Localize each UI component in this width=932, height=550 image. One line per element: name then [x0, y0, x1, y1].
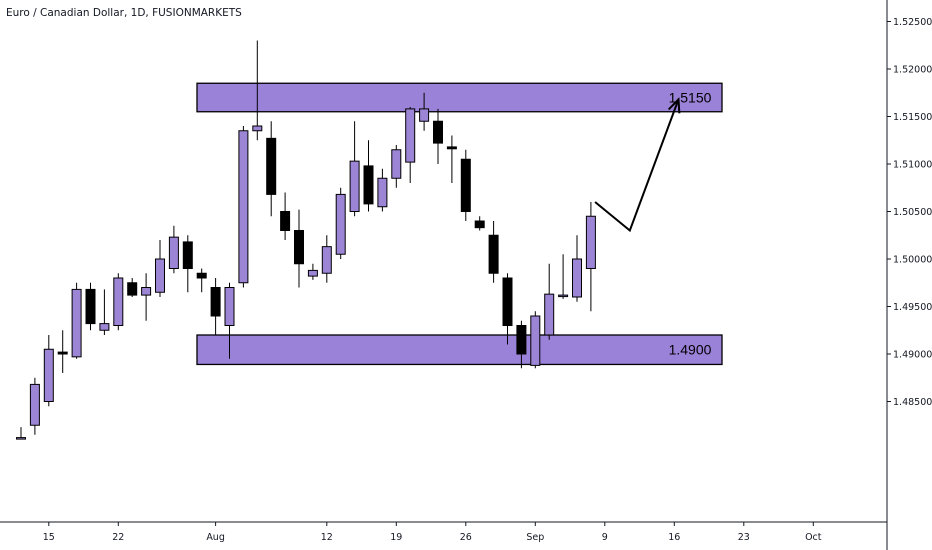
- chart-title: Euro / Canadian Dollar, 1D, FUSIONMARKET…: [6, 7, 242, 19]
- candle-body[interactable]: [558, 294, 569, 298]
- candle-body[interactable]: [71, 288, 82, 358]
- candle-body[interactable]: [29, 383, 40, 426]
- candle-body[interactable]: [155, 258, 165, 293]
- candle-body[interactable]: [307, 269, 318, 277]
- projection-layer: [594, 97, 681, 233]
- candle-body[interactable]: [321, 246, 332, 274]
- candle-body[interactable]: [127, 282, 138, 296]
- candle-body[interactable]: [349, 160, 360, 212]
- candle-body[interactable]: [460, 158, 471, 212]
- projection-arrow-head: [667, 97, 681, 114]
- x-tick-label: 23: [738, 532, 750, 543]
- x-tick-label: 15: [43, 532, 55, 543]
- x-tick-label: 22: [112, 532, 124, 543]
- candle-body[interactable]: [16, 437, 26, 440]
- projection-arrow-line: [594, 99, 680, 233]
- x-tick-label: 9: [602, 532, 608, 543]
- candle-body[interactable]: [405, 108, 416, 163]
- y-tick-label: 1.49000: [893, 350, 932, 361]
- candle-body[interactable]: [419, 108, 430, 122]
- y-tick-label: 1.52000: [893, 65, 932, 76]
- candle-body[interactable]: [294, 230, 304, 265]
- candle-body[interactable]: [474, 220, 485, 229]
- candle-body[interactable]: [363, 165, 374, 205]
- x-tick-label: 19: [390, 532, 402, 543]
- y-tick-label: 1.50000: [893, 255, 932, 266]
- candle-body[interactable]: [182, 241, 193, 269]
- candle-body[interactable]: [43, 348, 54, 402]
- x-tick-label: Aug: [206, 532, 225, 543]
- candle-body[interactable]: [99, 323, 110, 331]
- candle-body[interactable]: [141, 287, 152, 296]
- zone-label-1.4900: 1.4900: [669, 342, 712, 358]
- candle-body[interactable]: [57, 351, 68, 355]
- candle-body[interactable]: [85, 288, 96, 325]
- candle-body[interactable]: [377, 177, 388, 208]
- candle-body[interactable]: [224, 287, 235, 326]
- candle-body[interactable]: [280, 211, 291, 231]
- x-tick-label: Sep: [526, 532, 544, 543]
- candle-body[interactable]: [516, 325, 527, 355]
- candle-body[interactable]: [210, 287, 221, 317]
- candle-body[interactable]: [544, 293, 555, 336]
- y-tick-label: 1.49500: [893, 302, 932, 313]
- candle-body[interactable]: [502, 277, 513, 326]
- zone-rect-1.4900[interactable]: [196, 334, 723, 366]
- candle-body[interactable]: [530, 315, 541, 366]
- y-tick-label: 1.50500: [893, 207, 932, 218]
- x-axis[interactable]: 15 22 Aug 12 19 26 Sep 9 16 23 Oct: [0, 521, 887, 543]
- candle-body[interactable]: [433, 120, 443, 144]
- candle-body[interactable]: [446, 146, 457, 150]
- x-tick-label: 16: [668, 532, 680, 543]
- x-tick-label: 12: [321, 532, 333, 543]
- candle-body[interactable]: [238, 130, 249, 284]
- candle-body[interactable]: [266, 137, 277, 195]
- y-axis[interactable]: 1.52500 1.52000 1.51500 1.51000 1.50500 1.500…: [886, 0, 932, 550]
- candle-body[interactable]: [335, 193, 346, 255]
- candle-body[interactable]: [572, 258, 582, 298]
- candle-body[interactable]: [196, 272, 207, 279]
- y-tick-label: 1.51500: [893, 112, 932, 123]
- candle-body[interactable]: [391, 149, 402, 179]
- candle-body[interactable]: [585, 215, 596, 269]
- zone-rect-1.5150[interactable]: [196, 82, 723, 113]
- candles-layer: [16, 40, 596, 440]
- y-tick-label: 1.51000: [893, 160, 932, 171]
- candle-body[interactable]: [252, 125, 263, 132]
- x-tick-label: Oct: [805, 532, 822, 543]
- candle-body[interactable]: [488, 234, 499, 274]
- x-tick-label: 26: [460, 532, 472, 543]
- candle-body[interactable]: [113, 277, 124, 326]
- y-tick-label: 1.52500: [893, 17, 932, 28]
- y-tick-label: 1.48500: [893, 397, 932, 408]
- candle-body[interactable]: [168, 236, 179, 269]
